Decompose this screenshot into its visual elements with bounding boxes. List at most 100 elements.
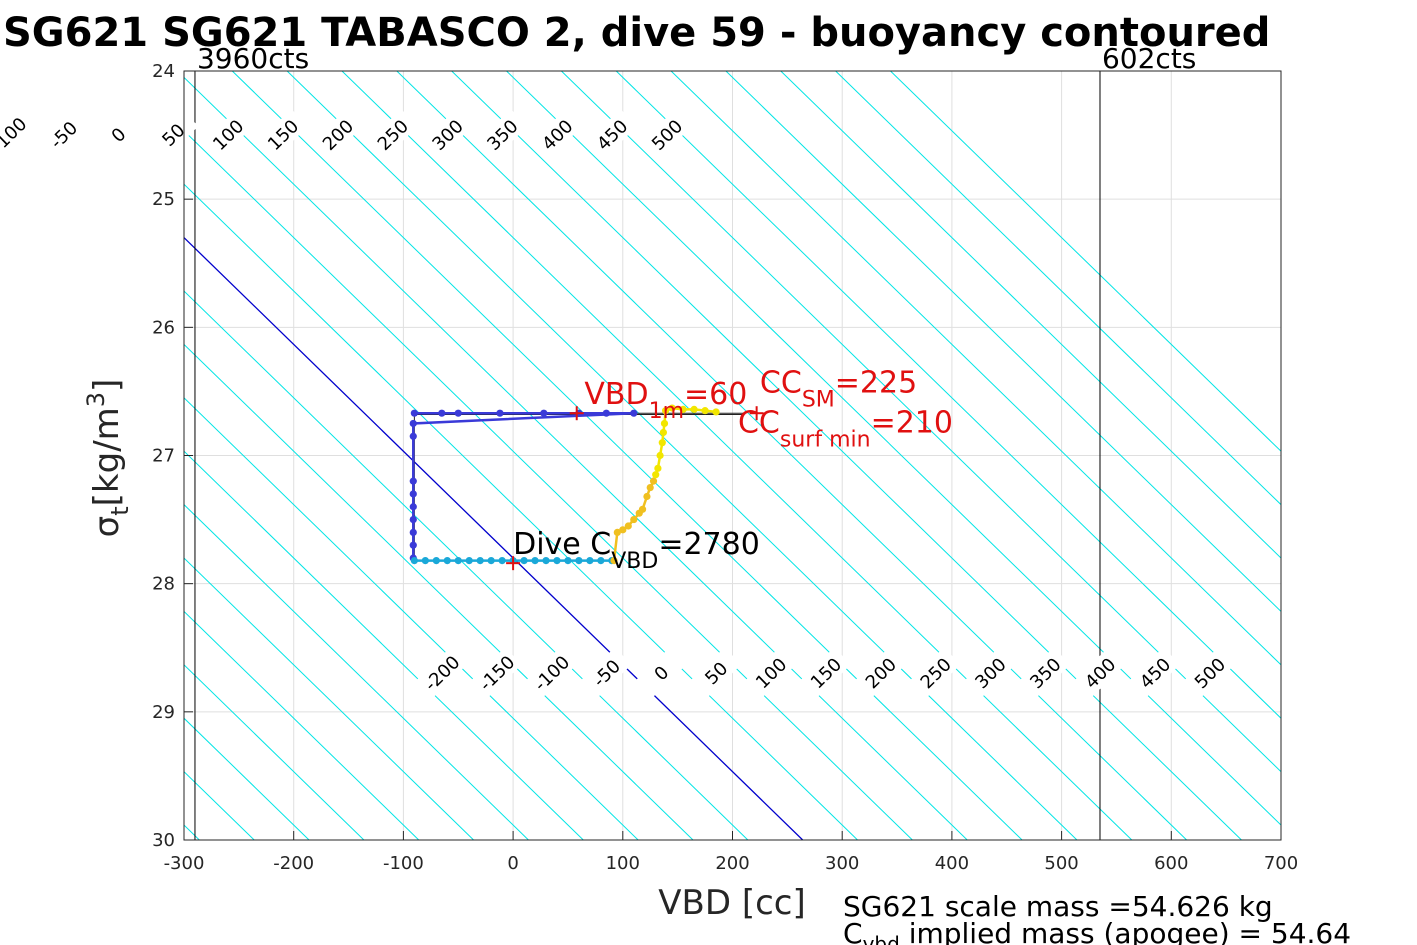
- y-tick-label: 25: [152, 189, 175, 210]
- dive-point: [531, 556, 539, 565]
- contour-label-bg: [964, 647, 1016, 699]
- contour-line: [725, 71, 1281, 613]
- contour-label-bg: [586, 109, 638, 160]
- contour-label-bg: [92, 109, 144, 160]
- annotation: CCsurf min=210: [738, 405, 953, 452]
- contour-line: [0, 71, 35, 840]
- x-tick-label: 300: [825, 853, 859, 874]
- annotation-main: Dive C: [513, 527, 611, 562]
- contour-label-bg: [0, 109, 34, 160]
- dive-point: [409, 419, 417, 428]
- dive-points: [409, 404, 720, 565]
- x-tick-label: 100: [606, 853, 640, 874]
- dive-point: [410, 409, 418, 417]
- y-axis-sub: t: [106, 506, 134, 515]
- dive-point: [690, 405, 698, 413]
- dive-point: [652, 471, 660, 479]
- y-axis-label: σt[kg/m3]: [82, 379, 134, 538]
- dive-point: [586, 556, 594, 565]
- dive-point: [465, 556, 473, 565]
- annotation-sub: SM: [802, 388, 835, 413]
- contour-line: [184, 290, 749, 840]
- annotation-main: VBD: [584, 377, 648, 412]
- contour-label-bg: [37, 109, 89, 160]
- contour-line: [184, 130, 913, 840]
- contour-label-bg: [854, 647, 906, 699]
- dive-point: [701, 407, 709, 415]
- dive-point: [649, 477, 658, 485]
- contour-label: -50: [37, 109, 89, 160]
- footer-c: C: [843, 917, 863, 945]
- contour-line: [615, 71, 1281, 719]
- x-axis-label: VBD [cc]: [658, 883, 806, 923]
- y-tick-label: 28: [152, 574, 175, 595]
- dive-point: [610, 556, 618, 565]
- axis-ticks: -300 -200 -100 0 100 200 300 400 500 600 700242526…: [152, 61, 1298, 874]
- x-tick-label: 500: [1044, 853, 1078, 874]
- contour-label-bg: [421, 109, 473, 160]
- dive-point: [656, 451, 664, 460]
- dive-point: [498, 556, 506, 565]
- contour-label: -100: [0, 109, 34, 160]
- contour-label-bg: [1074, 647, 1126, 699]
- contour-line: [184, 236, 804, 840]
- annotation-tail: =2780: [658, 527, 759, 562]
- contour-line: [184, 610, 420, 840]
- x-tick-label: 200: [715, 853, 749, 874]
- contour-label: 0: [92, 109, 144, 160]
- annotation-sub: 1m: [649, 399, 684, 424]
- contour-line: [184, 664, 365, 840]
- contour-label-bg: [415, 647, 468, 699]
- annotation: CCSM=225: [760, 366, 917, 413]
- x-tick-label: -100: [383, 853, 424, 874]
- contour-label-bg: [690, 647, 742, 699]
- x-tick-label: -300: [164, 853, 205, 874]
- dive-point: [496, 409, 504, 417]
- dive-point: [409, 503, 417, 511]
- dive-point: [602, 409, 610, 417]
- dive-point: [409, 541, 417, 549]
- dive-point: [638, 505, 647, 513]
- annotation-main: CC: [760, 366, 802, 401]
- contour-label-bg: [366, 109, 418, 160]
- limit-label: 602cts: [1102, 42, 1196, 75]
- dive-point: [630, 409, 638, 417]
- annotation-tail: =225: [835, 366, 917, 401]
- annotation-main: CC: [738, 405, 780, 440]
- footer-implied-text: implied mass (apogee) = 54.64: [900, 917, 1351, 945]
- chart-title: SG621 SG621 TABASCO 2, dive 59 - buoyanc…: [3, 10, 1270, 56]
- dive-point: [409, 528, 417, 537]
- contour-line: [184, 397, 639, 840]
- contour-line: [184, 557, 474, 840]
- y-tick-label: 27: [152, 446, 175, 467]
- dive-point: [646, 483, 654, 492]
- dive-point: [613, 528, 621, 537]
- footer-scale-mass: SG621 scale mass =54.626 kg: [843, 890, 1273, 923]
- annotation: Dive CVBD=2780: [513, 527, 760, 574]
- dive-point: [597, 556, 605, 565]
- contour-label-bg: [525, 647, 577, 699]
- contour-label-bg: [1019, 647, 1071, 699]
- x-tick-label: 400: [935, 853, 969, 874]
- contour-line: [184, 503, 529, 840]
- y-tick-label: 26: [152, 317, 175, 338]
- contour-label-bg: [909, 647, 961, 699]
- dive-point: [542, 556, 550, 565]
- dive-point: [421, 556, 429, 565]
- dive-point: [438, 409, 446, 417]
- dive-point: [668, 404, 676, 412]
- dive-point: [553, 556, 561, 565]
- y-tick-label: 29: [152, 702, 175, 723]
- contour-label-bg: [1128, 647, 1181, 699]
- annotation-sub: surf min: [780, 427, 871, 452]
- dive-point: [454, 556, 462, 565]
- dive-point: [454, 409, 462, 417]
- limit-label: 3960cts: [197, 42, 309, 75]
- contour-line: [184, 343, 694, 840]
- contour-label-bg: [147, 109, 199, 160]
- dive-point: [659, 428, 667, 437]
- dive-point: [658, 439, 666, 447]
- contour-line: [184, 76, 968, 840]
